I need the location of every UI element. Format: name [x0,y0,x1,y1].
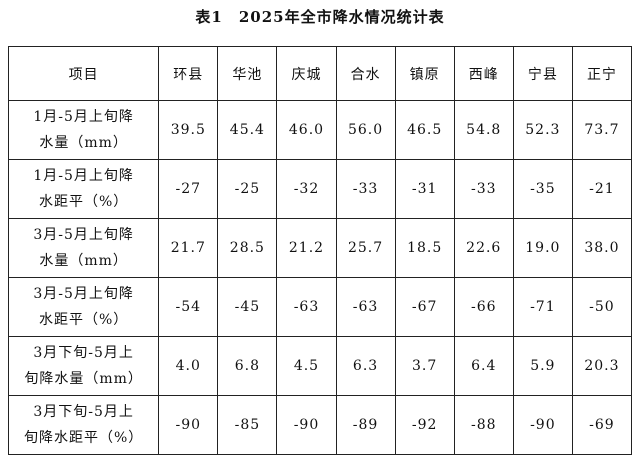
value-cell: -85 [217,395,278,455]
row-label: 3月下旬-5月上 旬降水距平（%） [7,395,160,455]
row-label-line: 3月-5月上旬降 [33,227,134,243]
value-cell: -31 [394,159,455,219]
value-cell: 46.0 [276,100,337,160]
value-cell: -54 [158,277,219,337]
value-cell: -67 [394,277,455,337]
value-cell: 5.9 [512,336,573,396]
data-row: 3月-5月上旬降 水量（mm） 21.7 28.5 21.2 25.7 18.5 22.6 19… [7,218,633,278]
row-label-line: 1月-5月上旬降 [33,109,134,125]
row-label-line: 3月下旬-5月上 [33,345,134,361]
value-cell: 52.3 [512,100,573,160]
value-cell: -32 [276,159,337,219]
data-row: 1月-5月上旬降 水量（mm） 39.5 45.4 46.0 56.0 46.5 54.8 52… [7,100,633,160]
value-cell: -90 [276,395,337,455]
value-cell: 73.7 [571,100,633,160]
header-cell: 项目 [7,46,160,101]
precipitation-table: 项目 环县 华池 庆城 合水 镇原 西峰 宁县 正宁 1月-5月上旬降 水量（mm） 39.5 45.4… [7,46,633,455]
value-cell: 56.0 [335,100,396,160]
value-cell: 20.3 [571,336,633,396]
row-label: 3月下旬-5月上 旬降水量（mm） [7,336,160,396]
value-cell: -50 [571,277,633,337]
value-cell: -21 [571,159,633,219]
header-cell: 华池 [217,46,278,101]
value-cell: -63 [335,277,396,337]
value-cell: -71 [512,277,573,337]
value-cell: -35 [512,159,573,219]
value-cell: -92 [394,395,455,455]
value-cell: 19.0 [512,218,573,278]
value-cell: 6.4 [453,336,514,396]
header-cell: 镇原 [394,46,455,101]
value-cell: 25.7 [335,218,396,278]
row-label: 1月-5月上旬降 水距平（%） [7,159,160,219]
row-label-line: 3月-5月上旬降 [33,286,134,302]
header-cell: 环县 [158,46,219,101]
header-cell: 庆城 [276,46,337,101]
value-cell: 54.8 [453,100,514,160]
value-cell: 4.0 [158,336,219,396]
header-cell: 正宁 [571,46,633,101]
value-cell: 21.2 [276,218,337,278]
value-cell: 39.5 [158,100,219,160]
data-row: 3月-5月上旬降 水距平（%） -54 -45 -63 -63 -67 -66 -71 -50 [7,277,633,337]
value-cell: 38.0 [571,218,633,278]
data-row: 1月-5月上旬降 水距平（%） -27 -25 -32 -33 -31 -33 -35 -21 [7,159,633,219]
value-cell: -25 [217,159,278,219]
row-label: 3月-5月上旬降 水距平（%） [7,277,160,337]
value-cell: 22.6 [453,218,514,278]
value-cell: -33 [453,159,514,219]
row-label-line: 水量（mm） [39,253,128,269]
row-label-line: 旬降水量（mm） [24,371,143,387]
value-cell: -89 [335,395,396,455]
header-row: 项目 环县 华池 庆城 合水 镇原 西峰 宁县 正宁 [7,46,633,101]
row-label: 3月-5月上旬降 水量（mm） [7,218,160,278]
value-cell: -69 [571,395,633,455]
data-row: 3月下旬-5月上 旬降水距平（%） -90 -85 -90 -89 -92 -88 -90 -69 [7,395,633,455]
header-cell: 宁县 [512,46,573,101]
header-cell: 西峰 [453,46,514,101]
value-cell: 3.7 [394,336,455,396]
table-title: 表1 2025年全市降水情况统计表 [195,8,445,26]
value-cell: 4.5 [276,336,337,396]
header-cell: 合水 [335,46,396,101]
row-label-line: 旬降水距平（%） [23,430,144,446]
value-cell: -90 [512,395,573,455]
value-cell: 21.7 [158,218,219,278]
value-cell: 6.3 [335,336,396,396]
data-row: 3月下旬-5月上 旬降水量（mm） 4.0 6.8 4.5 6.3 3.7 6.4 5.9 20.… [7,336,633,396]
value-cell: -33 [335,159,396,219]
value-cell: 45.4 [217,100,278,160]
value-cell: -45 [217,277,278,337]
row-label-line: 水距平（%） [38,194,129,210]
value-cell: -66 [453,277,514,337]
value-cell: 18.5 [394,218,455,278]
row-label-line: 1月-5月上旬降 [33,168,134,184]
value-cell: 46.5 [394,100,455,160]
value-cell: 6.8 [217,336,278,396]
row-label: 1月-5月上旬降 水量（mm） [7,100,160,160]
row-label-line: 水量（mm） [39,135,128,151]
value-cell: 28.5 [217,218,278,278]
value-cell: -90 [158,395,219,455]
row-label-line: 水距平（%） [38,312,129,328]
row-label-line: 3月下旬-5月上 [33,404,134,420]
value-cell: -63 [276,277,337,337]
value-cell: -88 [453,395,514,455]
value-cell: -27 [158,159,219,219]
